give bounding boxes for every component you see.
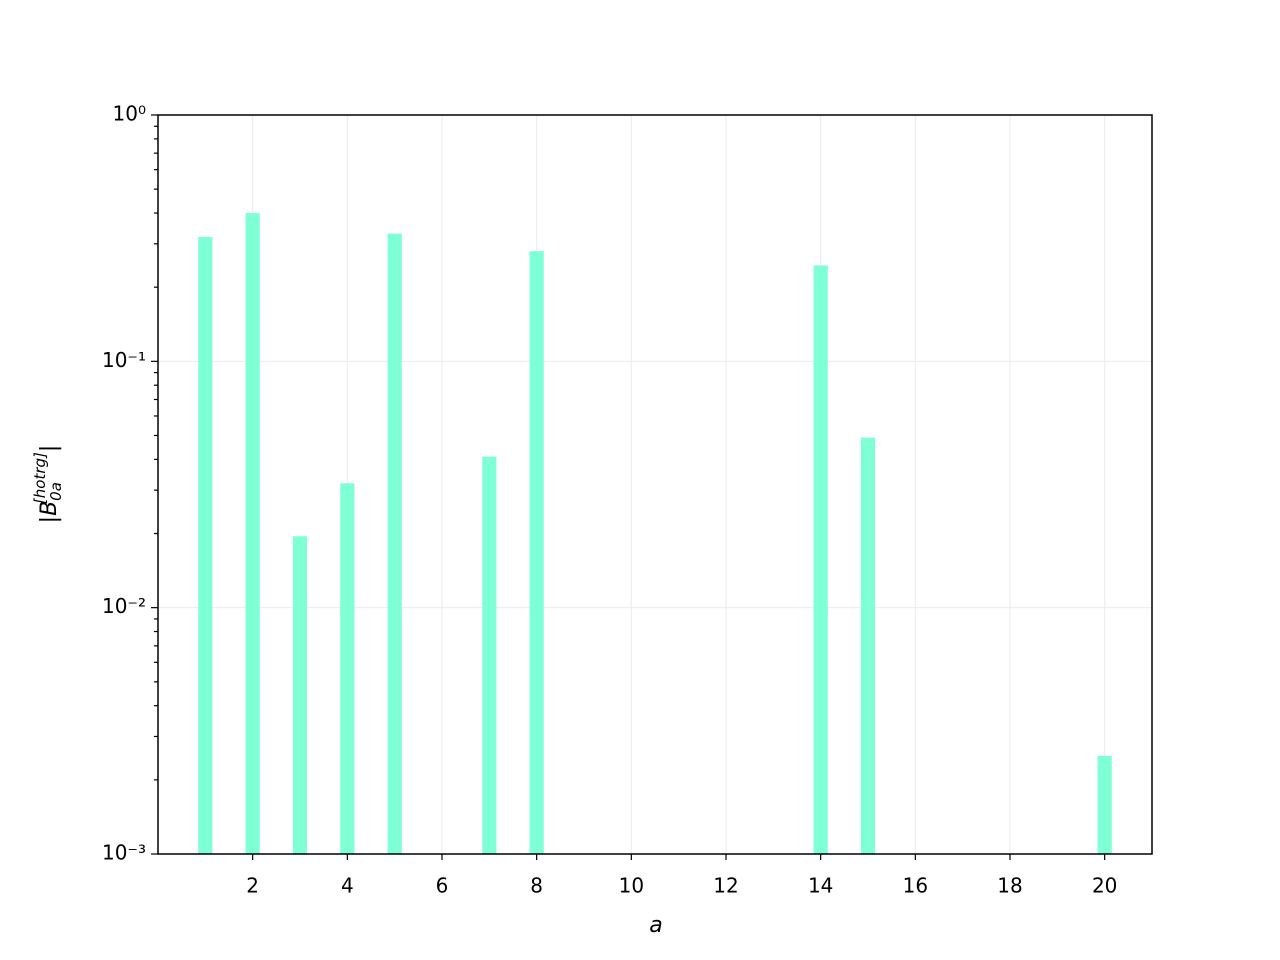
bar — [387, 233, 402, 854]
x-axis-label: a — [649, 913, 662, 938]
x-tick-label: 18 — [997, 874, 1022, 898]
bar — [292, 536, 308, 854]
x-tick-label: 16 — [903, 874, 928, 898]
x-tick-label: 8 — [530, 874, 543, 898]
y-label-sub: 0a — [47, 482, 65, 501]
bar — [340, 483, 355, 854]
bar — [482, 456, 497, 854]
y-tick-label: 10⁰ — [113, 102, 146, 126]
plot-frame — [157, 114, 1153, 855]
bar — [860, 437, 876, 854]
bar — [245, 213, 260, 855]
x-tick-label: 4 — [341, 874, 354, 898]
x-tick-label: 14 — [808, 874, 833, 898]
y-axis-label: |B0a[hotrg]| — [31, 445, 65, 524]
bar — [1097, 755, 1112, 854]
bar — [813, 265, 828, 854]
y-label-part: |B — [37, 501, 62, 524]
x-tick-label: 12 — [713, 874, 738, 898]
y-label-part: | — [37, 445, 62, 452]
bar — [198, 236, 213, 854]
x-tick-label: 6 — [436, 874, 449, 898]
y-tick-label: 10⁻¹ — [102, 348, 146, 372]
y-tick-label: 10⁻² — [102, 594, 146, 618]
x-tick-label: 2 — [246, 874, 259, 898]
y-tick-label: 10⁻³ — [102, 841, 146, 865]
x-tick-label: 20 — [1092, 874, 1117, 898]
y-label-sup: [hotrg] — [31, 452, 49, 504]
x-tick-label: 10 — [619, 874, 644, 898]
bar — [529, 251, 544, 854]
